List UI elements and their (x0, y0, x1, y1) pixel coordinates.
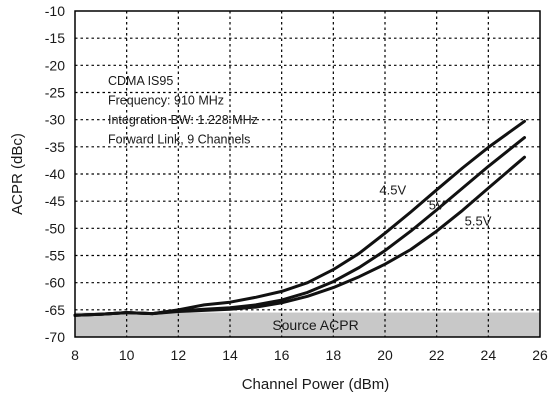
series-labels: 4.5V 5V 5.5V (379, 183, 491, 229)
x-axis-title: Channel Power (dBm) (242, 376, 390, 393)
series-line-5-5v (73, 155, 526, 317)
y-tick-label: -15 (45, 30, 65, 46)
y-tick-label: -45 (45, 193, 65, 209)
series-label: 5V (429, 197, 445, 212)
y-tick-label: -70 (45, 329, 65, 345)
x-tick-label: 26 (532, 347, 548, 363)
y-tick-label: -20 (45, 57, 65, 73)
y-tick-label: -25 (45, 85, 65, 101)
note-line: Integration BW: 1.228 MHz (108, 113, 258, 127)
x-tick-label: 24 (481, 347, 497, 363)
x-tick-label: 20 (377, 347, 393, 363)
plot-frame (74, 10, 541, 338)
test-conditions-note: CDMA IS95 Frequency: 910 MHz Integration B… (108, 74, 258, 147)
y-tick-label: -65 (45, 302, 65, 318)
plot-border (74, 10, 541, 338)
x-tick-labels: 8 10 12 14 16 18 20 22 24 26 (71, 347, 548, 363)
y-tick-label: -50 (45, 220, 65, 236)
x-tick-label: 8 (71, 347, 79, 363)
source-acpr-band (75, 312, 540, 337)
y-tick-label: -10 (45, 3, 65, 19)
source-acpr-region (75, 312, 540, 337)
x-tick-label: 18 (326, 347, 342, 363)
x-tick-label: 12 (171, 347, 187, 363)
series-label: 5.5V (465, 214, 492, 229)
y-tick-label: -30 (45, 112, 65, 128)
series-lines (73, 119, 526, 317)
note-line: Frequency: 910 MHz (108, 94, 224, 108)
x-tick-label: 10 (119, 347, 135, 363)
source-acpr-label: Source ACPR (272, 317, 358, 333)
grid-lines (75, 11, 540, 337)
y-tick-label: -60 (45, 275, 65, 291)
series-label: 4.5V (379, 183, 406, 198)
note-line: Forward Link, 9 Channels (108, 133, 250, 147)
y-tick-label: -55 (45, 248, 65, 264)
x-tick-label: 14 (222, 347, 238, 363)
y-tick-label: -35 (45, 139, 65, 155)
y-tick-labels: -10 -15 -20 -25 -30 -35 -40 -45 -50 -55 -60 -65 -70 (45, 3, 65, 345)
y-tick-label: -40 (45, 166, 65, 182)
note-line: CDMA IS95 (108, 74, 173, 88)
x-tick-label: 16 (274, 347, 290, 363)
x-tick-label: 22 (429, 347, 445, 363)
y-axis-title: ACPR (dBc) (9, 133, 26, 215)
